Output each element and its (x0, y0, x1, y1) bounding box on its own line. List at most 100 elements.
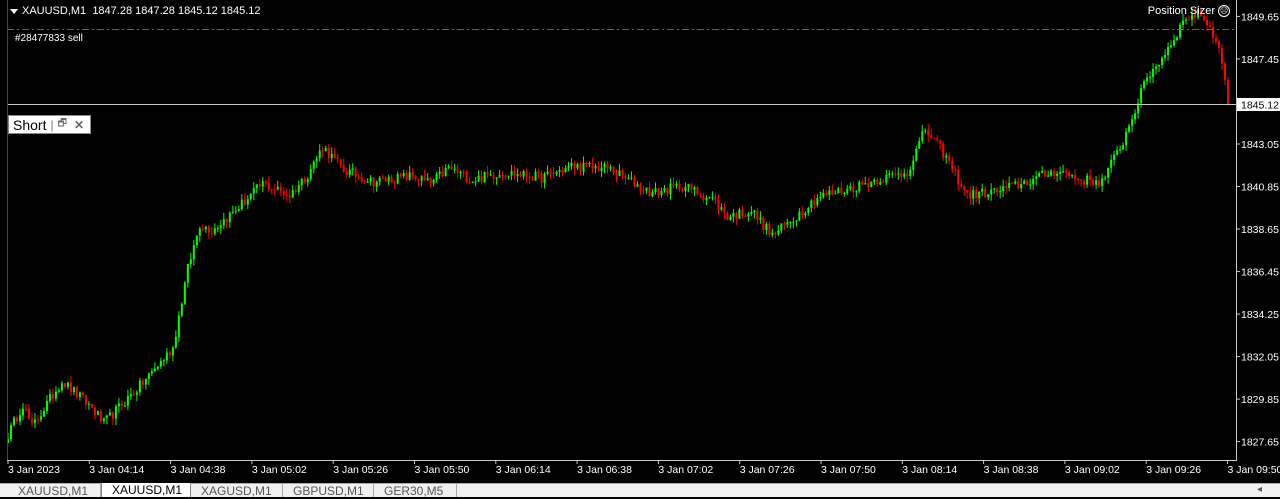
candle-body (70, 382, 72, 392)
restore-window-icon[interactable]: 🗗 (58, 116, 67, 133)
candle-body (106, 415, 108, 418)
time-tick-label: 3 Jan 05:02 (252, 464, 307, 476)
time-tick-label: 3 Jan 06:38 (577, 464, 632, 476)
candle-body (205, 227, 207, 230)
candle-body (52, 394, 54, 398)
candle-body (1008, 183, 1010, 188)
candle-body (505, 176, 507, 177)
candle-body (28, 409, 30, 419)
candle-body (627, 178, 629, 179)
candle-body (43, 411, 45, 416)
candle-body (900, 173, 902, 176)
close-icon[interactable]: ✕ (74, 118, 84, 132)
candle-body (607, 164, 609, 169)
candle-body (151, 371, 153, 373)
candle-body (774, 233, 776, 235)
price-axis[interactable]: 1849.651847.451845.251843.051840.851838.… (1236, 11, 1279, 448)
candle-body (1023, 181, 1025, 184)
candle-body (729, 217, 731, 220)
candle-body (313, 162, 315, 170)
candle-body (592, 163, 594, 168)
candle-body (879, 182, 881, 184)
candle-body (277, 187, 279, 190)
candle-body (430, 178, 432, 183)
chevron-down-icon[interactable] (10, 9, 18, 14)
tab-xauusd-m1[interactable]: XAUUSD,M1 (101, 483, 191, 497)
candle-body (382, 178, 384, 179)
candle-body (1164, 55, 1166, 58)
candle-body (867, 183, 869, 187)
candle-body (1020, 184, 1022, 188)
tab-ger30-m5[interactable]: GER30,M5 (374, 484, 457, 497)
candle-body (786, 222, 788, 225)
candle-body (166, 352, 168, 360)
candle-body (1074, 175, 1076, 179)
candle-body (771, 233, 773, 235)
candle-body (94, 408, 96, 415)
candle-body (1071, 175, 1073, 176)
candle-body (759, 218, 761, 220)
candle-body (930, 135, 932, 137)
tab-xauusd-m1[interactable]: XAUUSD,M1 (8, 484, 101, 497)
candle-body (945, 156, 947, 158)
candle-body (169, 352, 171, 355)
candle-body (157, 367, 159, 369)
candle-body (253, 188, 255, 194)
price-tick-label: 1836.45 (1241, 267, 1279, 279)
candle-body (798, 212, 800, 221)
price-tick-label: 1827.65 (1241, 437, 1279, 449)
candle-body (304, 179, 306, 183)
chevron-left-icon[interactable]: ◂ (1257, 484, 1262, 495)
candle-body (1143, 81, 1145, 88)
candle-body (906, 173, 908, 176)
candle-body (714, 197, 716, 200)
candle-body (214, 228, 216, 233)
candle-body (460, 172, 462, 173)
candle-body (1149, 77, 1151, 78)
tab-gbpusd-m1[interactable]: GBPUSD,M1 (283, 484, 374, 497)
candle-body (621, 170, 623, 175)
candle-body (160, 361, 162, 367)
candle-body (355, 168, 357, 176)
candle-body (496, 178, 498, 179)
candle-body (816, 198, 818, 205)
candle-body (828, 190, 830, 195)
short-panel[interactable]: Short | 🗗 ✕ (8, 115, 91, 134)
candle-body (136, 392, 138, 394)
order-label: #28477833 sell (15, 33, 83, 44)
tab-xagusd-m1[interactable]: XAGUSD,M1 (191, 484, 283, 497)
candle-body (571, 163, 573, 166)
candle-body (142, 381, 144, 385)
candle-body (846, 189, 848, 193)
candle-body (675, 184, 677, 186)
candle-body (568, 166, 570, 168)
price-chart[interactable]: 1849.651847.451845.251843.051840.851838.… (0, 0, 1280, 483)
candle-body (289, 195, 291, 197)
candle-body (103, 418, 105, 421)
chart-header: XAUUSD,M1 1847.28 1847.28 1845.12 1845.1… (10, 5, 261, 17)
candle-body (858, 182, 860, 192)
candle-body (220, 225, 222, 228)
candle-body (681, 190, 683, 191)
candle-body (121, 404, 123, 407)
candle-body (840, 188, 842, 193)
candle-body (58, 390, 60, 391)
candle-body (415, 176, 417, 179)
smiley-icon[interactable]: ☹ (1218, 5, 1230, 17)
candle-body (1005, 186, 1007, 188)
candle-body (130, 394, 132, 396)
candle-body (1098, 180, 1100, 186)
candle-body (112, 412, 114, 418)
candle-body (67, 382, 69, 387)
candle-body (831, 190, 833, 194)
candle-body (484, 172, 486, 182)
candle-body (514, 171, 516, 176)
candle-body (948, 156, 950, 161)
position-sizer-label[interactable]: Position Sizer☹ (1148, 5, 1230, 17)
candle-body (292, 190, 294, 197)
candle-body (238, 209, 240, 211)
candle-body (511, 171, 513, 176)
candle-body (1146, 78, 1148, 82)
